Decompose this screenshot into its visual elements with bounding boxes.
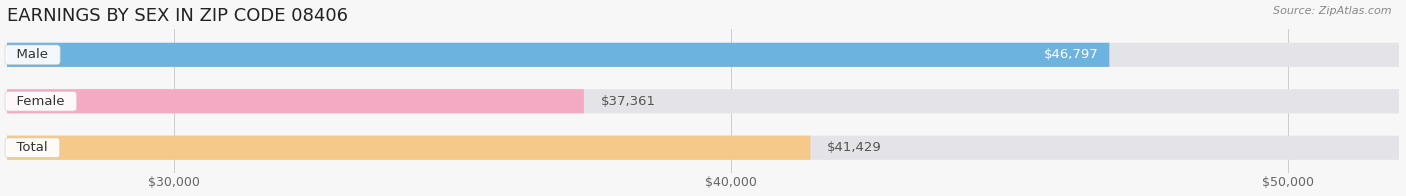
Text: $37,361: $37,361 xyxy=(600,95,655,108)
FancyBboxPatch shape xyxy=(7,136,810,160)
Text: Female: Female xyxy=(8,95,73,108)
FancyBboxPatch shape xyxy=(7,89,1399,113)
FancyBboxPatch shape xyxy=(7,136,1399,160)
Text: Total: Total xyxy=(8,141,56,154)
Text: Male: Male xyxy=(8,48,56,61)
Text: EARNINGS BY SEX IN ZIP CODE 08406: EARNINGS BY SEX IN ZIP CODE 08406 xyxy=(7,7,347,25)
Text: Source: ZipAtlas.com: Source: ZipAtlas.com xyxy=(1274,6,1392,16)
Text: $41,429: $41,429 xyxy=(827,141,882,154)
FancyBboxPatch shape xyxy=(7,43,1109,67)
FancyBboxPatch shape xyxy=(7,89,583,113)
Text: $46,797: $46,797 xyxy=(1043,48,1098,61)
FancyBboxPatch shape xyxy=(7,43,1399,67)
